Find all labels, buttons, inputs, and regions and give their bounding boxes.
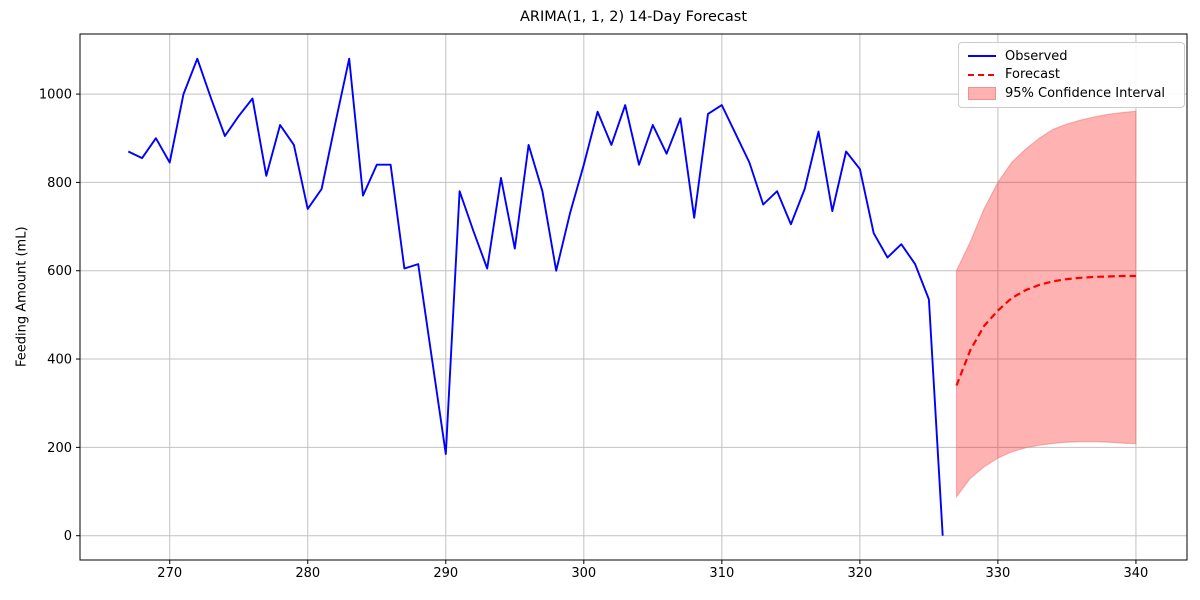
y-tick-label-0: 0 — [64, 529, 72, 544]
x-tick-label-340: 340 — [1124, 566, 1149, 581]
chart-title: ARIMA(1, 1, 2) 14-Day Forecast — [519, 9, 747, 25]
legend-item-confidence-interval: 95% Confidence Interval — [968, 85, 1175, 103]
x-tick-label-270: 270 — [157, 566, 182, 581]
x-tick-label-300: 300 — [571, 566, 596, 581]
forecast-line — [955, 274, 1136, 386]
observed-line — [127, 57, 944, 536]
forecast-line-swatch — [968, 73, 996, 76]
x-tick-label-320: 320 — [847, 566, 872, 581]
confidence-band — [955, 110, 1137, 499]
y-tick-label-600: 600 — [47, 264, 72, 279]
y-tick-label-200: 200 — [47, 441, 72, 456]
legend: Observed Forecast 95% Confidence Interva… — [958, 42, 1185, 108]
legend-item-observed: Observed — [968, 47, 1175, 65]
legend-label-confidence-interval: 95% Confidence Interval — [1005, 86, 1166, 102]
legend-item-forecast: Forecast — [968, 66, 1175, 84]
x-tick-label-280: 280 — [295, 566, 320, 581]
confidence-interval-swatch — [968, 87, 996, 101]
y-tick-label-800: 800 — [47, 176, 72, 191]
legend-label-forecast: Forecast — [1005, 67, 1061, 83]
axes-box — [79, 33, 1188, 561]
y-tick-label-400: 400 — [47, 353, 72, 368]
y-tick-label-1000: 1000 — [39, 88, 72, 103]
x-tick-label-290: 290 — [433, 566, 458, 581]
x-tick-label-310: 310 — [709, 566, 734, 581]
observed-line-swatch — [968, 55, 996, 58]
x-tick-label-330: 330 — [985, 566, 1010, 581]
legend-label-observed: Observed — [1005, 48, 1068, 64]
